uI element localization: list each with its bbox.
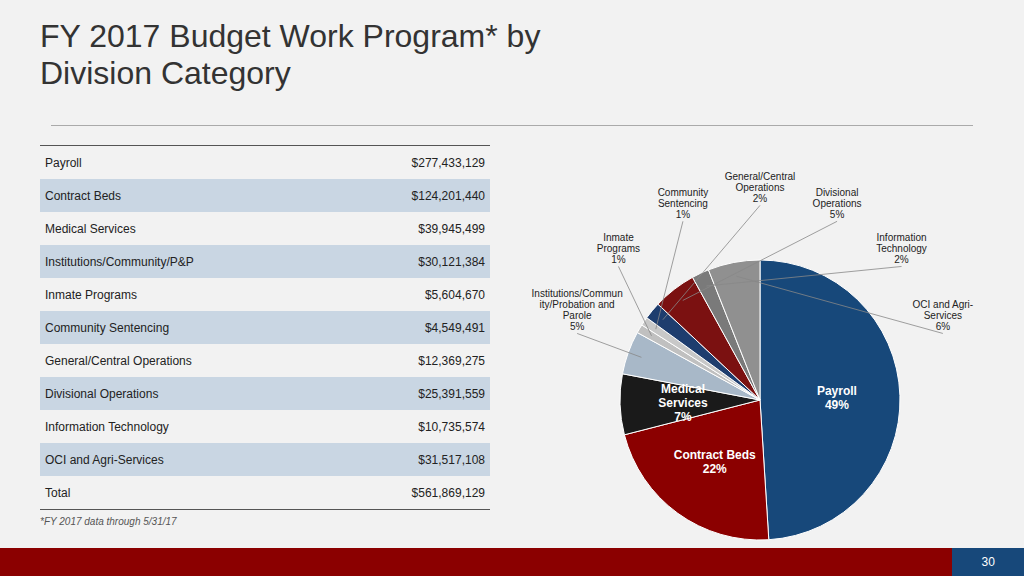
html-text:$10,735,574: $10,735,574 <box>418 419 485 434</box>
html-text:Information Technology: Information Technology <box>45 419 169 434</box>
html-text:*FY 2017 data through 5/31/17: *FY 2017 data through 5/31/17 <box>40 516 177 527</box>
html-text:Community Sentencing: Community Sentencing <box>45 320 170 335</box>
svg-text:Institutions/Community/Probati: Institutions/Community/Probation andParo… <box>532 288 623 332</box>
svg-text:InmatePrograms1%: InmatePrograms1% <box>597 232 640 265</box>
svg-text:CommunitySentencing1%: CommunitySentencing1% <box>658 187 709 220</box>
html-text:$39,945,499: $39,945,499 <box>418 221 485 236</box>
svg-text:DivisionalOperations5%: DivisionalOperations5% <box>813 187 862 220</box>
svg-text:General/CentralOperations2%: General/CentralOperations2% <box>725 171 796 204</box>
html-text:$30,121,384: $30,121,384 <box>418 254 485 269</box>
svg-text:InformationTechnology2%: InformationTechnology2% <box>876 232 927 265</box>
html-text:$31,517,108: $31,517,108 <box>418 452 485 467</box>
svg-text:MedicalServices7%: MedicalServices7% <box>658 382 708 424</box>
html-text:$561,869,129: $561,869,129 <box>411 485 485 500</box>
html-text:Contract Beds: Contract Beds <box>45 188 121 203</box>
html-text:Medical Services: Medical Services <box>45 221 136 236</box>
html-text:General/Central Operations: General/Central Operations <box>45 353 192 368</box>
html-text:$277,433,129: $277,433,129 <box>411 155 485 170</box>
html-text:Inmate Programs: Inmate Programs <box>45 287 137 302</box>
html-text:OCI and Agri-Services: OCI and Agri-Services <box>45 452 164 467</box>
svg-text:OCI and Agri-Services6%: OCI and Agri-Services6% <box>913 299 974 332</box>
html-text:Institutions/Community/P&P: Institutions/Community/P&P <box>45 254 194 269</box>
svg-text:Contract Beds22%: Contract Beds22% <box>674 448 756 476</box>
svg-text:Payroll49%: Payroll49% <box>817 384 857 412</box>
html-text:$4,549,491: $4,549,491 <box>424 320 485 335</box>
html-text:$25,391,559: $25,391,559 <box>418 386 485 401</box>
html-text:$124,201,440: $124,201,440 <box>411 188 485 203</box>
html-text:FY 2017 Budget Work Program* b: FY 2017 Budget Work Program* by Division… <box>40 18 541 91</box>
html-text:$5,604,670: $5,604,670 <box>424 287 485 302</box>
html-text:Divisional Operations: Divisional Operations <box>45 386 159 401</box>
html-text:30: 30 <box>981 555 995 569</box>
html-text:$12,369,275: $12,369,275 <box>418 353 485 368</box>
html-text:Payroll: Payroll <box>45 155 82 170</box>
html-text:Total: Total <box>45 485 71 500</box>
